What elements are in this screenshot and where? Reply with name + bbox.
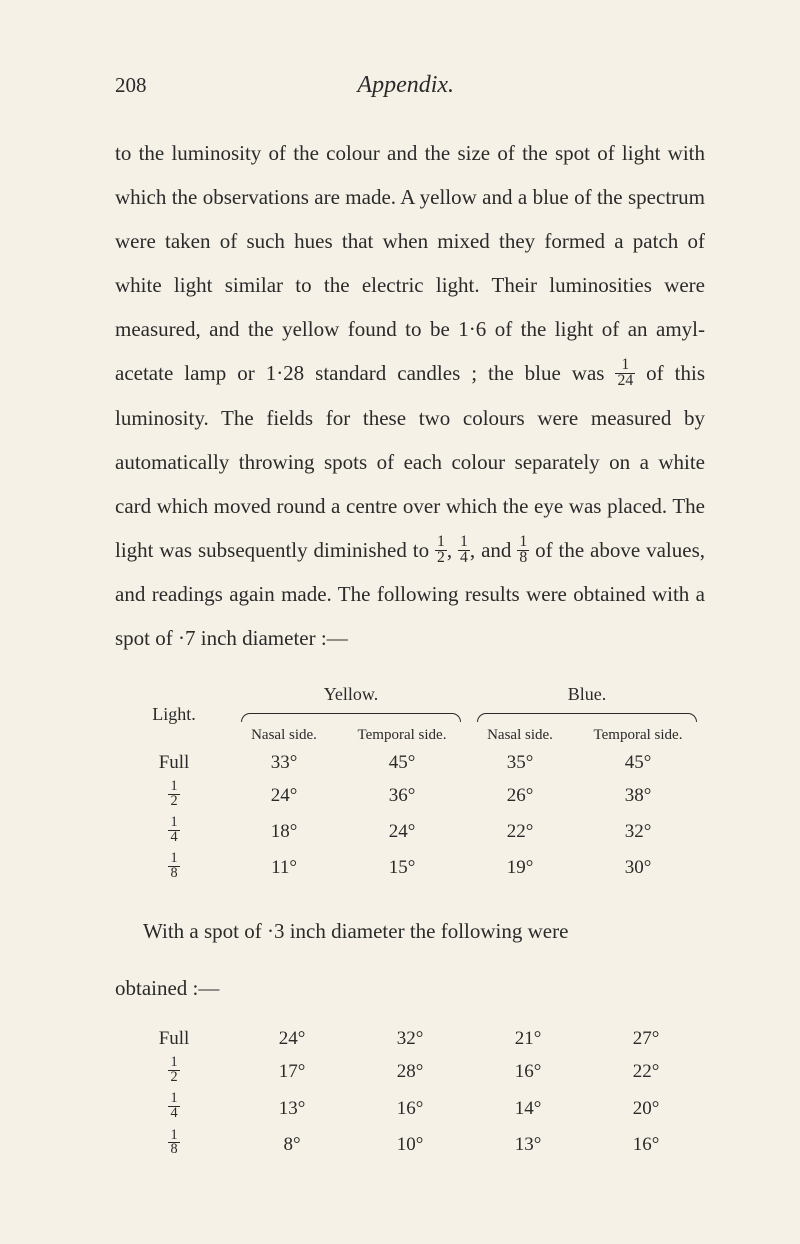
light-cell: Full [115, 1024, 233, 1054]
light-cell: 14 [115, 1090, 233, 1126]
data-cell: 22° [587, 1054, 705, 1090]
data-cell: 8° [233, 1127, 351, 1163]
fraction-1-2: 12 [435, 535, 447, 566]
yellow-header: Yellow. [233, 680, 469, 709]
data-cell: 14° [469, 1090, 587, 1126]
results-table-2: Full 24° 32° 21° 27° 12 17° 28° 16° 22° … [115, 1024, 705, 1162]
blue-nasal-header: Nasal side. [469, 723, 571, 748]
yellow-nasal-header: Nasal side. [233, 723, 335, 748]
data-cell: 36° [335, 778, 469, 814]
data-cell: 13° [233, 1090, 351, 1126]
table-row: 14 13° 16° 14° 20° [115, 1090, 705, 1126]
data-cell: 13° [469, 1127, 587, 1163]
light-cell: 18 [115, 1127, 233, 1163]
table-group-header-row: Light. Yellow. Blue. [115, 680, 705, 709]
light-cell: 18 [115, 850, 233, 886]
paragraph-2b: obtained :— [115, 967, 705, 1010]
table-row: 18 11° 15° 19° 30° [115, 850, 705, 886]
blue-brace [469, 709, 705, 723]
fraction-1-4: 14 [458, 535, 470, 566]
data-cell: 10° [351, 1127, 469, 1163]
yellow-brace [233, 709, 469, 723]
data-cell: 32° [351, 1024, 469, 1054]
data-cell: 19° [469, 850, 571, 886]
data-cell: 17° [233, 1054, 351, 1090]
yellow-temporal-header: Temporal side. [335, 723, 469, 748]
data-cell: 27° [587, 1024, 705, 1054]
data-cell: 33° [233, 748, 335, 778]
data-cell: 45° [335, 748, 469, 778]
data-cell: 11° [233, 850, 335, 886]
table-row: 12 17° 28° 16° 22° [115, 1054, 705, 1090]
data-cell: 45° [571, 748, 705, 778]
light-cell: Full [115, 748, 233, 778]
data-cell: 18° [233, 814, 335, 850]
data-cell: 32° [571, 814, 705, 850]
data-cell: 16° [351, 1090, 469, 1126]
text-segment-2: of this luminosity. The fields for these… [115, 361, 705, 561]
data-cell: 20° [587, 1090, 705, 1126]
fraction-1-8: 18 [517, 535, 529, 566]
light-cell: 14 [115, 814, 233, 850]
data-cell: 24° [233, 778, 335, 814]
chapter-title: Appendix. [107, 72, 706, 99]
data-cell: 26° [469, 778, 571, 814]
data-cell: 24° [335, 814, 469, 850]
data-cell: 21° [469, 1024, 587, 1054]
blue-temporal-header: Temporal side. [571, 723, 705, 748]
results-table-1: Light. Yellow. Blue. Nasal side. Tempora… [115, 680, 705, 886]
data-cell: 16° [469, 1054, 587, 1090]
data-cell: 35° [469, 748, 571, 778]
data-cell: 22° [469, 814, 571, 850]
table-row: Full 33° 45° 35° 45° [115, 748, 705, 778]
text-segment-1: to the luminosity of the colour and the … [115, 141, 705, 385]
data-cell: 30° [571, 850, 705, 886]
text-segment-4: , and [470, 538, 517, 562]
fraction-1-24: 124 [615, 358, 635, 389]
light-cell: 12 [115, 778, 233, 814]
table-row: Full 24° 32° 21° 27° [115, 1024, 705, 1054]
light-cell: 12 [115, 1054, 233, 1090]
data-cell: 38° [571, 778, 705, 814]
table-row: 12 24° 36° 26° 38° [115, 778, 705, 814]
data-cell: 15° [335, 850, 469, 886]
page-header: 208 Appendix. [115, 72, 705, 99]
table-row: 18 8° 10° 13° 16° [115, 1127, 705, 1163]
data-cell: 24° [233, 1024, 351, 1054]
paragraph-2: With a spot of ·3 inch diameter the foll… [115, 910, 705, 953]
light-header: Light. [115, 680, 233, 748]
data-cell: 16° [587, 1127, 705, 1163]
table-row: 14 18° 24° 22° 32° [115, 814, 705, 850]
text-segment-3: , [447, 538, 458, 562]
main-paragraph: to the luminosity of the colour and the … [115, 131, 705, 660]
data-cell: 28° [351, 1054, 469, 1090]
blue-header: Blue. [469, 680, 705, 709]
